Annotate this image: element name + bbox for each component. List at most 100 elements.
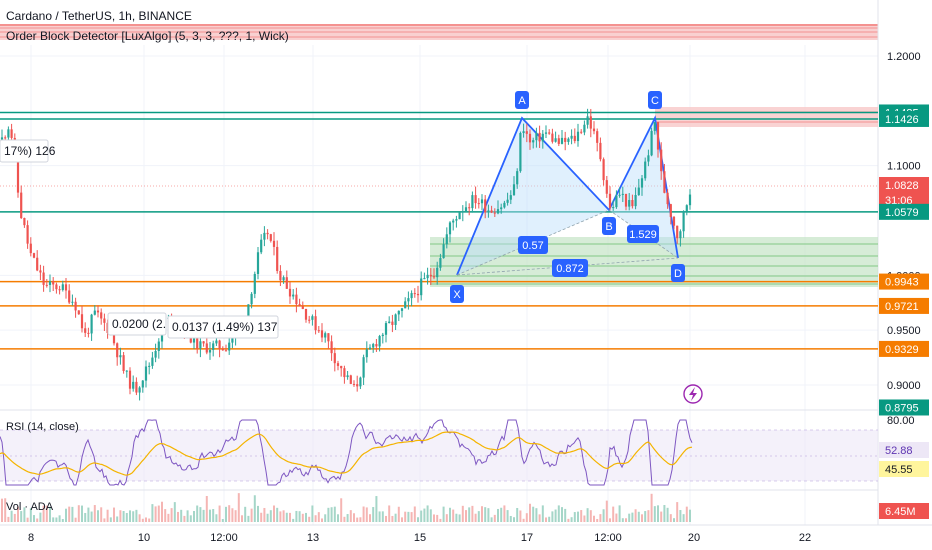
candle-body bbox=[64, 284, 68, 291]
volume-bar bbox=[474, 513, 477, 522]
price-label-box bbox=[879, 110, 929, 127]
volume-bar bbox=[151, 504, 154, 522]
candle-body bbox=[359, 377, 362, 387]
volume-bar bbox=[292, 518, 295, 522]
candle-body bbox=[362, 357, 365, 378]
candle-body bbox=[663, 171, 666, 193]
pattern-point-badge bbox=[515, 91, 529, 109]
volume-bar bbox=[90, 511, 93, 522]
volume-bar bbox=[455, 513, 458, 522]
volume-bar bbox=[388, 505, 391, 522]
volume-bar bbox=[503, 505, 506, 522]
candle-body bbox=[317, 330, 320, 332]
candle-body bbox=[80, 314, 84, 329]
candle-body bbox=[522, 131, 525, 134]
volume-bar bbox=[417, 517, 419, 522]
volume-bar bbox=[33, 515, 35, 522]
volume-bar bbox=[356, 517, 359, 522]
time-tick: 20 bbox=[688, 532, 700, 544]
indicator-title[interactable]: Order Block Detector [LuxAlgo] (5, 3, 3,… bbox=[6, 29, 289, 43]
measure-text: 0.0137 (1.49%) 137 bbox=[172, 320, 278, 334]
order-block-green-zone bbox=[430, 237, 878, 287]
volume-bar bbox=[305, 512, 307, 522]
volume-bar bbox=[337, 514, 339, 522]
candle-body bbox=[346, 375, 349, 378]
volume-bar bbox=[615, 513, 618, 522]
volume-bar bbox=[138, 514, 141, 522]
candle-body bbox=[119, 355, 122, 358]
candle-body bbox=[365, 349, 368, 358]
volume-bar bbox=[586, 508, 589, 522]
candle-body bbox=[285, 277, 288, 289]
volume-bar bbox=[497, 508, 499, 522]
candle-body bbox=[368, 347, 372, 350]
volume-bar bbox=[199, 507, 202, 522]
volume-bar bbox=[647, 510, 650, 522]
candle-body bbox=[650, 130, 653, 156]
volume-bar bbox=[628, 513, 631, 522]
volume-bar bbox=[100, 507, 103, 522]
candle-body bbox=[493, 212, 496, 214]
volume-bar bbox=[449, 507, 451, 522]
candle-body bbox=[653, 122, 656, 131]
volume-bar bbox=[145, 517, 147, 522]
candle-body bbox=[16, 157, 20, 193]
candle-body bbox=[199, 341, 202, 349]
volume-bar bbox=[541, 505, 544, 522]
lightning-icon[interactable] bbox=[683, 384, 703, 404]
candle-body bbox=[458, 212, 461, 220]
volume-bar bbox=[644, 511, 647, 522]
volume-bar bbox=[394, 513, 397, 522]
volume-bar bbox=[340, 498, 343, 522]
candle-body bbox=[381, 334, 384, 337]
candle-body bbox=[276, 246, 279, 271]
candle-body bbox=[685, 205, 688, 212]
candle-body bbox=[618, 194, 621, 196]
candle-body bbox=[208, 349, 212, 353]
candle-body bbox=[288, 288, 292, 297]
volume-bar bbox=[317, 512, 320, 522]
volume-bar bbox=[529, 503, 531, 522]
volume-bar bbox=[570, 517, 573, 522]
candle-body bbox=[388, 321, 391, 324]
volume-bar bbox=[580, 510, 583, 522]
candle-body bbox=[205, 343, 208, 353]
measure-box bbox=[107, 312, 167, 336]
volume-bar bbox=[324, 514, 327, 522]
candle-body bbox=[621, 193, 624, 195]
candle-body bbox=[519, 133, 522, 172]
price-label-box bbox=[879, 203, 929, 220]
volume-bar bbox=[113, 507, 115, 522]
candle-body bbox=[263, 232, 266, 240]
volume-bar bbox=[4, 498, 7, 522]
price-label-box bbox=[879, 340, 929, 357]
rsi-value-box bbox=[879, 442, 929, 458]
volume-bar bbox=[247, 515, 250, 522]
volume-bar bbox=[298, 511, 301, 522]
volume-bar bbox=[445, 514, 448, 522]
volume-bar bbox=[295, 510, 298, 522]
volume-bar bbox=[289, 512, 291, 522]
candle-body bbox=[439, 258, 442, 268]
volume-bar bbox=[205, 496, 208, 522]
volume-bar bbox=[609, 518, 611, 522]
candle-body bbox=[484, 199, 487, 213]
volume-bar bbox=[420, 510, 423, 522]
candle-body bbox=[394, 314, 397, 325]
candle-body bbox=[295, 294, 298, 305]
candle-body bbox=[640, 178, 644, 188]
candle-body bbox=[445, 234, 448, 245]
volume-bar bbox=[362, 506, 365, 522]
candle-body bbox=[122, 355, 125, 371]
candle-body bbox=[260, 239, 263, 253]
volume-bar bbox=[375, 496, 378, 522]
volume-bar bbox=[487, 508, 490, 522]
time-tick: 17 bbox=[521, 532, 533, 544]
rsi-tick: 80.00 bbox=[887, 415, 915, 427]
candle-body bbox=[592, 128, 596, 132]
candle-body bbox=[551, 133, 554, 142]
volume-bar bbox=[602, 509, 605, 522]
volume-bar bbox=[36, 518, 39, 522]
volume-pane bbox=[1, 493, 691, 522]
